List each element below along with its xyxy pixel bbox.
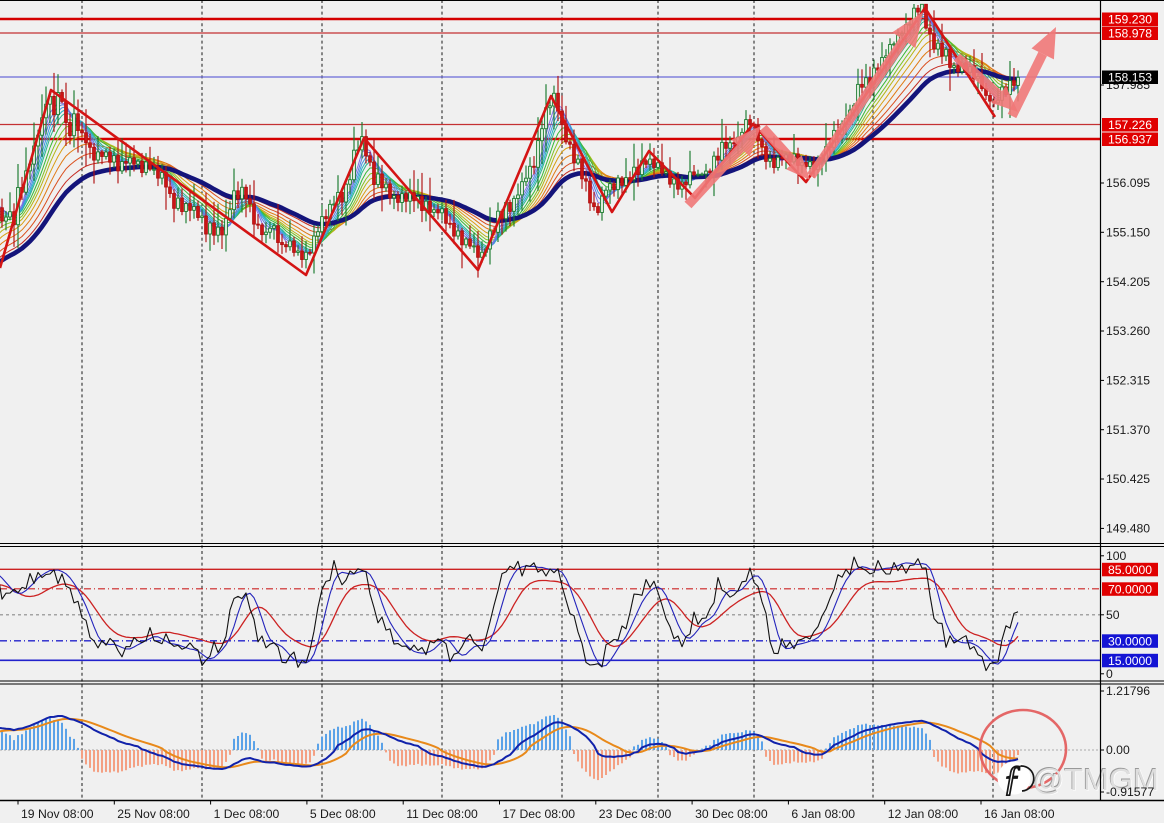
svg-text:19 Nov 08:00: 19 Nov 08:00 (21, 807, 94, 821)
svg-text:15.0000: 15.0000 (1108, 654, 1152, 668)
svg-text:16 Jan 08:00: 16 Jan 08:00 (984, 807, 1055, 821)
svg-text:6 Jan 08:00: 6 Jan 08:00 (791, 807, 855, 821)
svg-text:157.226: 157.226 (1108, 118, 1152, 132)
svg-text:ƒ: ƒ (1003, 758, 1021, 798)
svg-text:25 Nov 08:00: 25 Nov 08:00 (117, 807, 190, 821)
svg-text:@TMGM: @TMGM (1033, 762, 1159, 797)
svg-text:0: 0 (1106, 667, 1113, 681)
svg-text:156.095: 156.095 (1106, 176, 1150, 190)
svg-text:151.370: 151.370 (1106, 423, 1150, 437)
svg-text:17 Dec 08:00: 17 Dec 08:00 (503, 807, 576, 821)
svg-text:85.0000: 85.0000 (1108, 563, 1152, 577)
svg-text:@TMGM: @TMGM (1034, 763, 1160, 798)
svg-text:1 Dec 08:00: 1 Dec 08:00 (214, 807, 280, 821)
svg-text:30.0000: 30.0000 (1108, 634, 1152, 648)
svg-text:@TMGM: @TMGM (1032, 761, 1158, 796)
svg-text:149.480: 149.480 (1106, 522, 1150, 536)
svg-text:5 Dec 08:00: 5 Dec 08:00 (310, 807, 376, 821)
svg-text:12 Jan 08:00: 12 Jan 08:00 (888, 807, 959, 821)
svg-text:11 Dec 08:00: 11 Dec 08:00 (406, 807, 478, 821)
svg-text:50: 50 (1106, 608, 1120, 622)
svg-text:100: 100 (1106, 549, 1127, 563)
svg-text:158.153: 158.153 (1108, 71, 1152, 85)
svg-text:155.150: 155.150 (1106, 226, 1150, 240)
svg-text:152.315: 152.315 (1106, 374, 1150, 388)
svg-text:23 Dec 08:00: 23 Dec 08:00 (599, 807, 672, 821)
svg-text:0.00: 0.00 (1106, 743, 1130, 757)
svg-text:70.0000: 70.0000 (1108, 582, 1152, 596)
svg-text:150.425: 150.425 (1106, 472, 1150, 486)
svg-text:30 Dec 08:00: 30 Dec 08:00 (695, 807, 768, 821)
svg-text:158.978: 158.978 (1108, 27, 1152, 41)
svg-text:153.260: 153.260 (1106, 324, 1150, 338)
svg-text:-0.91577: -0.91577 (1106, 785, 1154, 799)
svg-text:154.205: 154.205 (1106, 275, 1150, 289)
svg-text:156.937: 156.937 (1108, 133, 1152, 147)
svg-text:159.230: 159.230 (1108, 13, 1152, 27)
svg-text:1.21796: 1.21796 (1106, 684, 1150, 698)
